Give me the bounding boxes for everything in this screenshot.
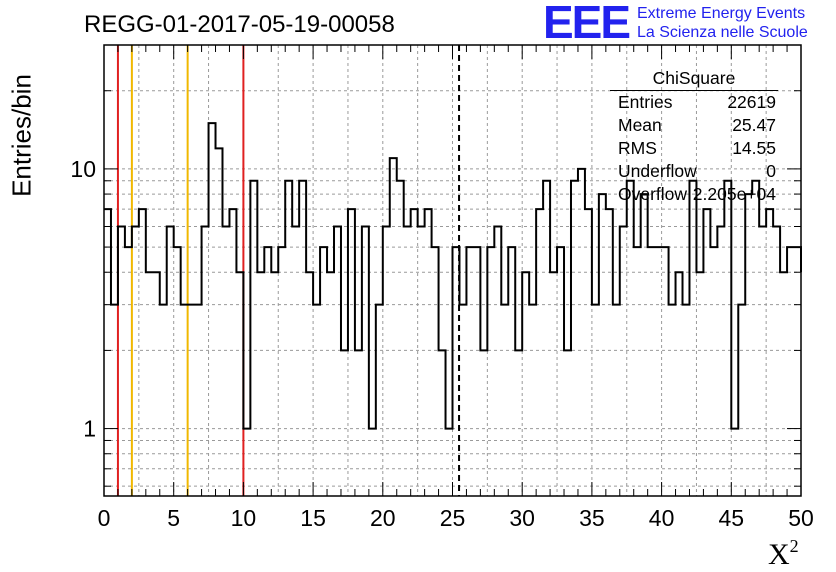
x-tick-label: 20 [370, 505, 396, 531]
plot-title: REGG-01-2017-05-19-00058 [84, 11, 395, 38]
stats-divider [610, 90, 778, 91]
stats-row-underflow: Underflow 0 [618, 161, 776, 181]
logo-line-1: Extreme Energy Events [637, 5, 806, 22]
y-tick-label: 10 [70, 156, 96, 182]
stats-box: ChiSquare Entries 22619 Mean 25.47 RMS 14.5… [610, 66, 778, 208]
x-axis-label: X2 [768, 536, 799, 571]
histogram-line [104, 122, 802, 430]
x-tick-label: 10 [231, 505, 257, 531]
marker-lines [116, 45, 461, 496]
stats-row-rms: RMS 14.55 [618, 138, 776, 158]
y-tick-label: 1 [83, 416, 96, 442]
x-tick-label: 30 [509, 505, 535, 531]
x-tick-label: 45 [719, 505, 745, 531]
x-tick-label: 15 [300, 505, 326, 531]
stats-row-entries: Entries 22619 [618, 92, 776, 112]
stats-row-mean: Mean 25.47 [618, 115, 776, 135]
tick-labels: 0 5 10 15 20 25 30 35 40 45 50 1 10 [70, 156, 813, 531]
x-tick-label: 25 [440, 505, 466, 531]
x-tick-label: 0 [98, 505, 111, 531]
eee-logo: EEE Extreme Energy Events La Scienza nel… [543, 0, 808, 48]
stats-row-overflow: Overflow 2.205e+04 [618, 184, 776, 204]
y-axis-label: Entries/bin [6, 74, 37, 197]
x-tick-label: 40 [649, 505, 675, 531]
x-tick-label: 50 [788, 505, 814, 531]
axis-ticks [103, 44, 802, 496]
eee-logo-mark: EEE [543, 0, 631, 48]
stats-title: ChiSquare [652, 68, 736, 88]
logo-line-2: La Scienza nelle Scuole [637, 24, 808, 41]
x-tick-label: 35 [579, 505, 605, 531]
eee-logo-text: Extreme Energy Events La Scienza nelle S… [637, 4, 836, 42]
x-tick-label: 5 [167, 505, 180, 531]
